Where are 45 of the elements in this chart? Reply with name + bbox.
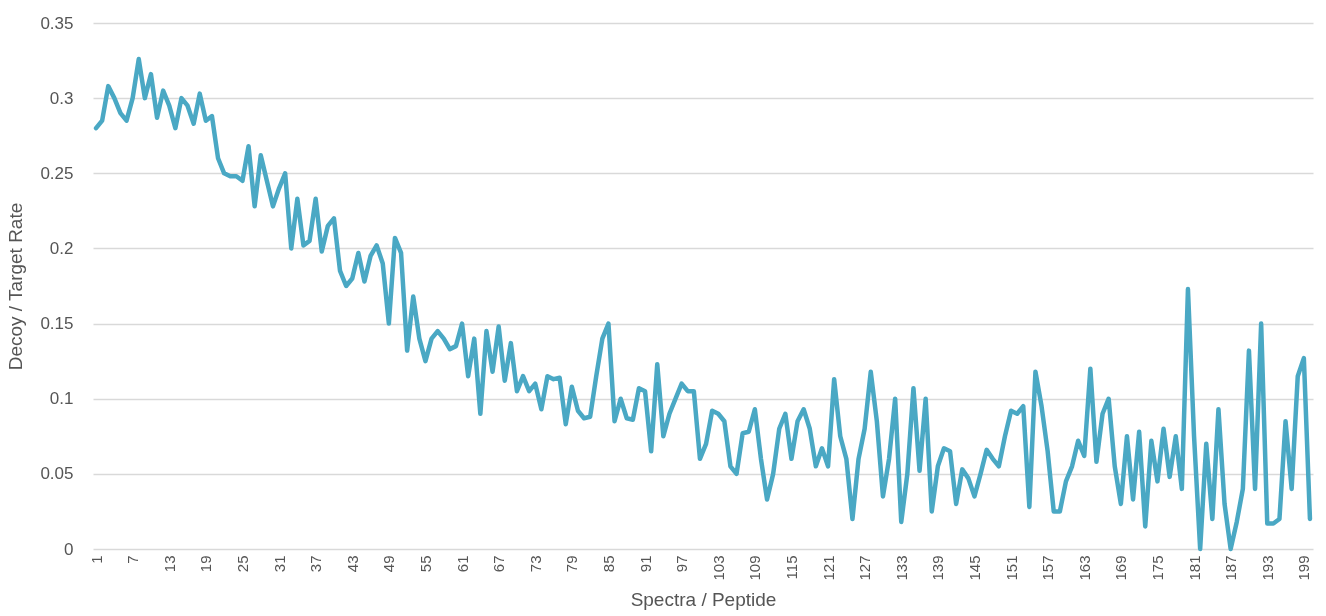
x-tick-label: 73 <box>526 555 544 573</box>
x-tick-label: 163 <box>1075 555 1093 581</box>
y-tick-label: 0.05 <box>40 464 74 484</box>
y-axis-title: Decoy / Target Rate <box>5 202 27 371</box>
x-tick-label: 115 <box>782 555 800 580</box>
x-tick-label: 145 <box>965 555 983 581</box>
x-tick-label: 181 <box>1185 555 1203 581</box>
x-tick-label: 19 <box>197 555 215 573</box>
x-tick-label: 121 <box>819 555 837 581</box>
x-tick-label: 103 <box>709 555 727 581</box>
x-tick-label: 31 <box>270 555 288 573</box>
x-axis-title: Spectra / Peptide <box>630 588 777 610</box>
x-tick-label: 55 <box>416 555 434 573</box>
x-tick-label: 61 <box>453 555 471 573</box>
x-tick-label: 67 <box>490 555 508 573</box>
x-tick-label: 109 <box>746 555 764 581</box>
x-tick-label: 79 <box>563 555 581 573</box>
x-tick-label: 151 <box>1002 555 1020 581</box>
x-tick-label: 25 <box>233 555 251 573</box>
x-tick-label: 91 <box>636 555 654 573</box>
x-tick-label: 13 <box>160 555 178 573</box>
y-tick-label: 0.15 <box>40 314 74 334</box>
y-tick-label: 0 <box>64 539 74 559</box>
x-tick-label: 187 <box>1222 555 1240 581</box>
x-tick-label: 127 <box>856 555 874 581</box>
x-tick-label: 175 <box>1148 555 1166 581</box>
x-tick-label: 193 <box>1258 555 1276 581</box>
y-tick-label: 0.35 <box>40 13 74 33</box>
y-tick-label: 0.3 <box>49 88 74 108</box>
y-tick-label: 0.1 <box>49 389 74 409</box>
x-tick-label: 85 <box>599 555 617 573</box>
x-tick-label: 139 <box>929 555 947 581</box>
line-series <box>93 56 1313 552</box>
x-tick-label: 157 <box>1039 555 1057 581</box>
x-tick-label: 43 <box>343 555 361 573</box>
y-tick-label: 0.25 <box>40 163 74 183</box>
x-tick-label: 97 <box>673 555 691 573</box>
x-tick-label: 49 <box>380 555 398 573</box>
x-tick-label: 169 <box>1112 555 1130 581</box>
x-tick-label: 7 <box>124 555 142 564</box>
y-tick-label: 0.2 <box>49 238 74 258</box>
x-tick-label: 1 <box>87 555 105 564</box>
x-tick-label: 37 <box>307 555 325 573</box>
x-tick-label: 133 <box>892 555 910 581</box>
x-tick-label: 199 <box>1295 555 1313 581</box>
